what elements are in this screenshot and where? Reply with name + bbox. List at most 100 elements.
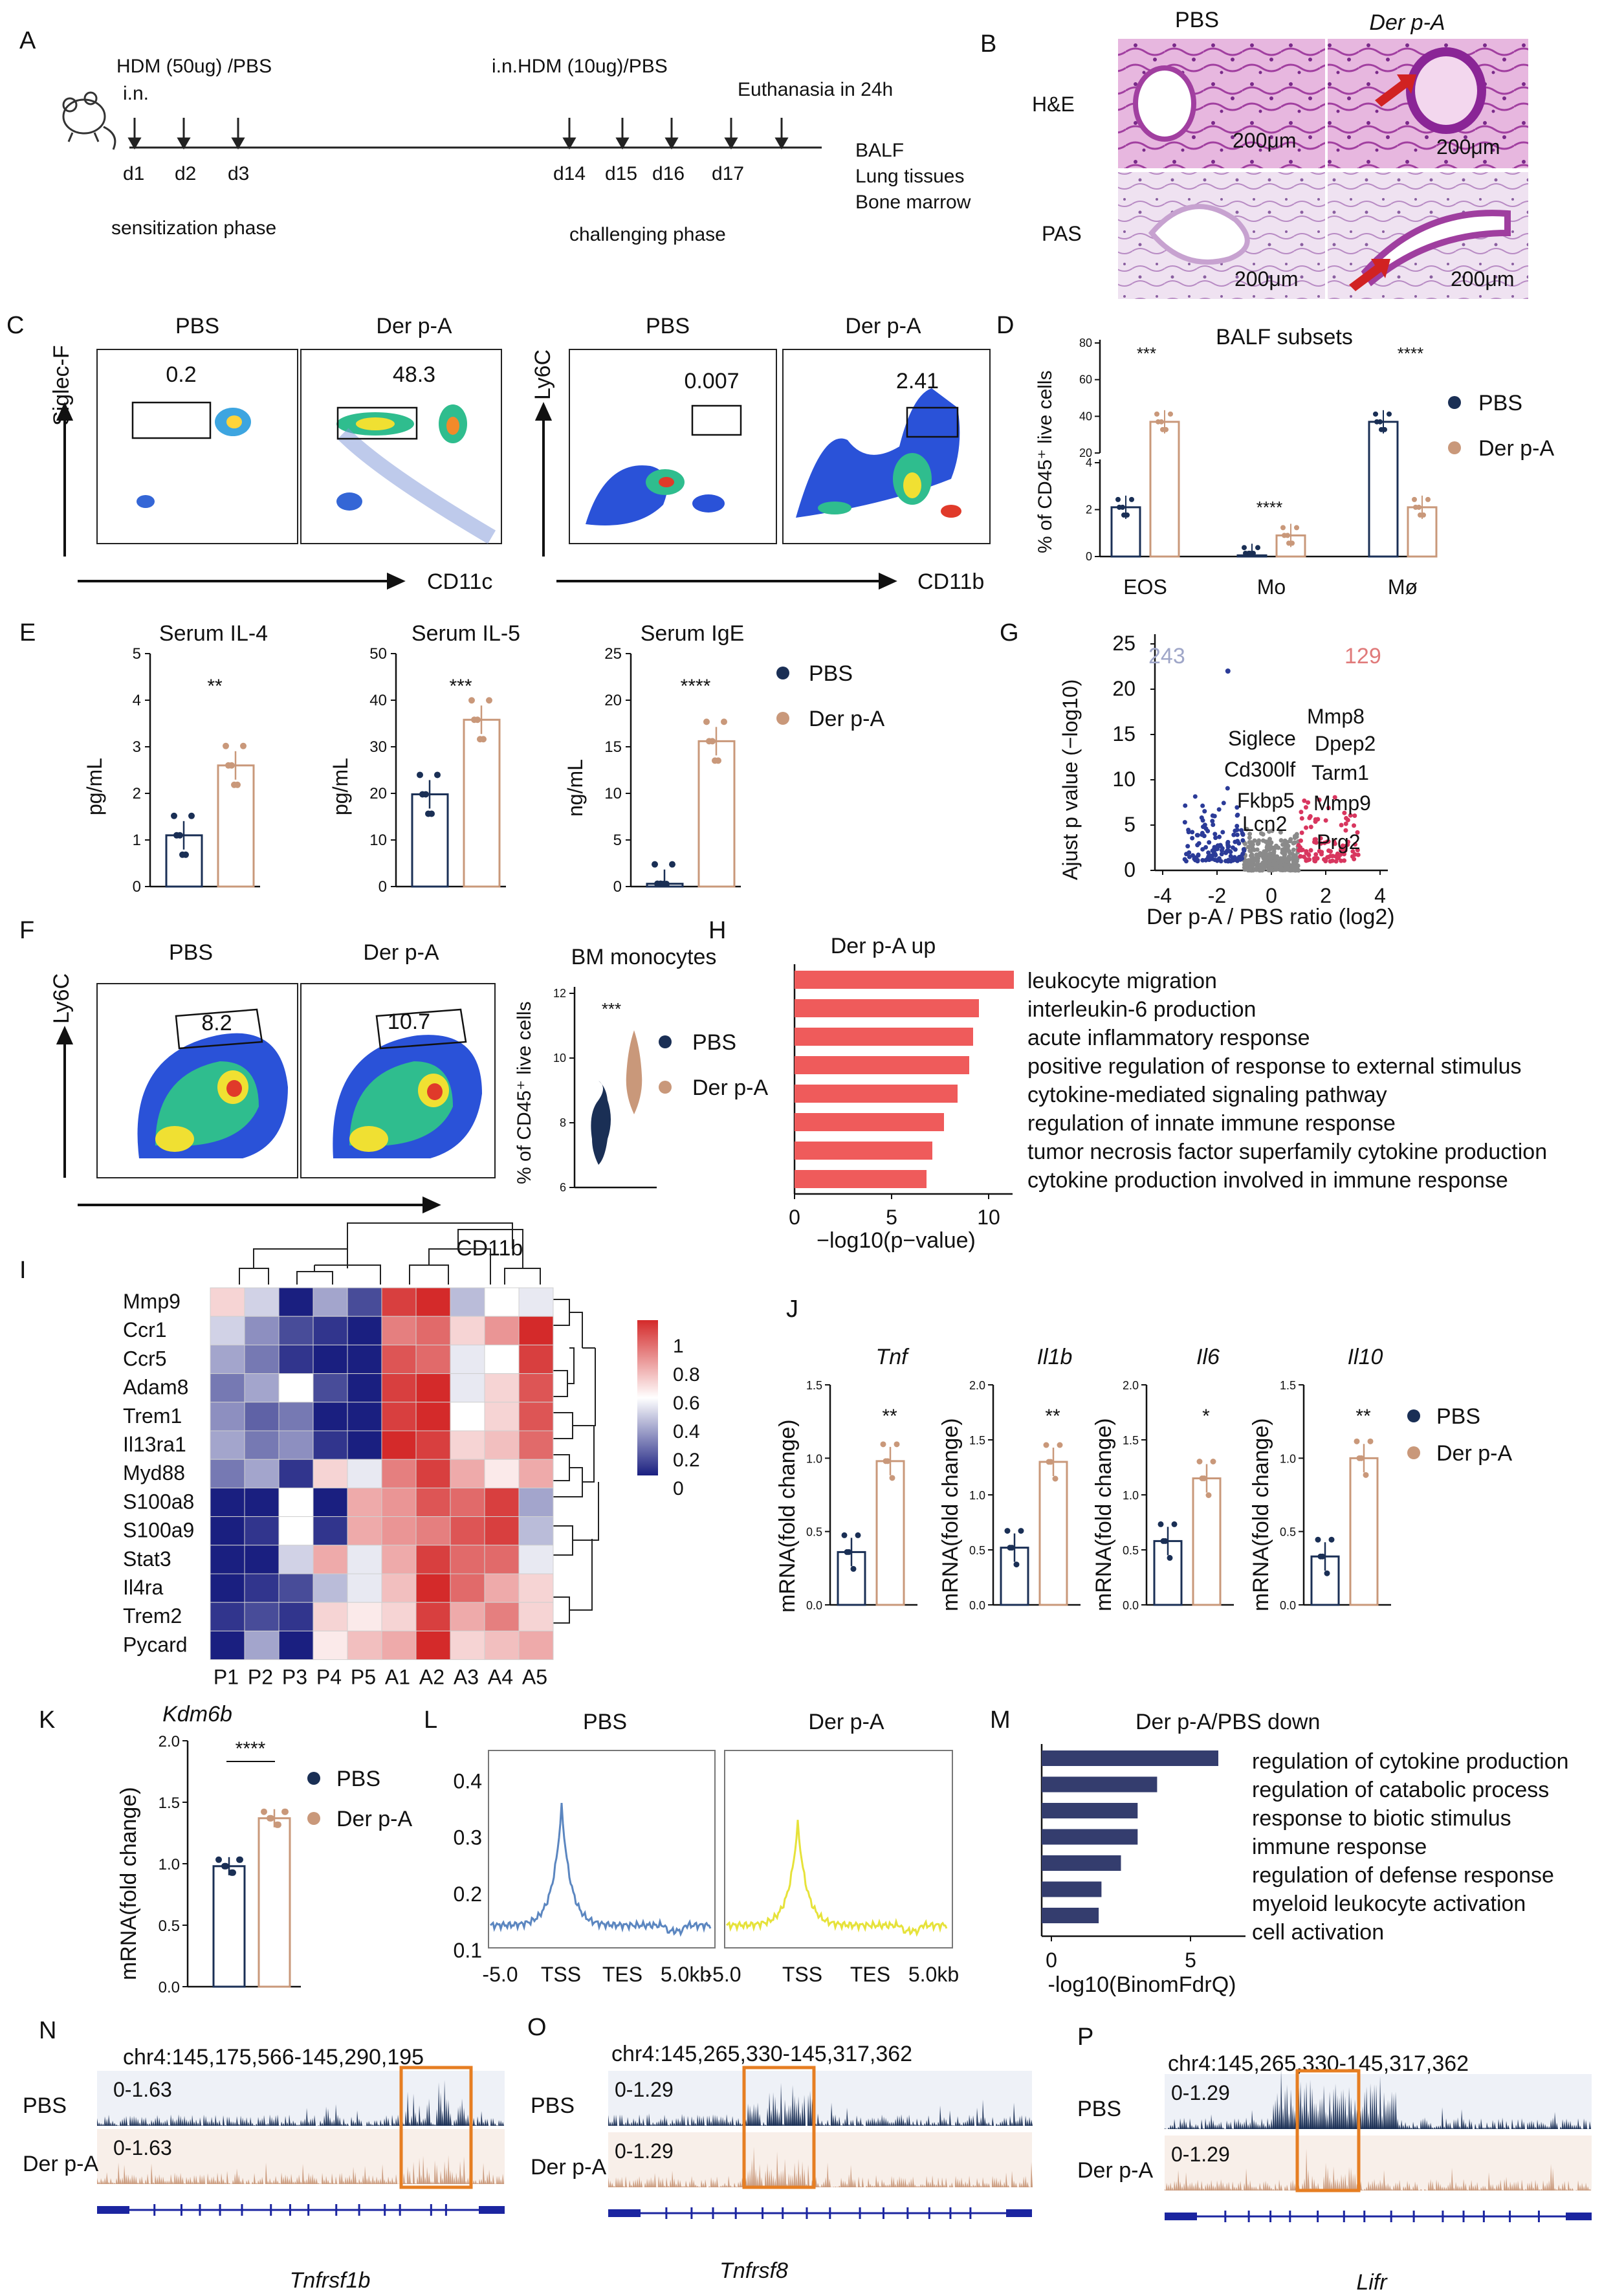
heatmap-cell [278, 1316, 314, 1345]
airway-lumen [1133, 65, 1196, 142]
volcano-point-down [1202, 809, 1207, 814]
heatmap-cell [415, 1316, 451, 1345]
gene-label: Dpep2 [1315, 732, 1376, 755]
x-tick-label: Mo [1257, 575, 1286, 599]
volcano-point-down [1236, 841, 1242, 846]
y-tick-label: 0.5 [969, 1544, 985, 1557]
panel-letter-h: H [708, 917, 726, 944]
panel-letter-c: C [6, 312, 24, 339]
heatmap-cell [278, 1516, 314, 1546]
gene-exon [906, 2207, 909, 2219]
heatmap-cell [278, 1430, 314, 1460]
volcano-point-up [1317, 797, 1322, 802]
legend-label: Der p-A [1478, 436, 1554, 461]
flow-col-header: PBS [169, 940, 213, 965]
legend: PBS Der p-A [1448, 391, 1554, 461]
flow-x-label: CD11b [917, 569, 984, 594]
volcano-point [1267, 842, 1273, 847]
data-point [215, 1856, 222, 1863]
volcano-point-down [1200, 818, 1205, 823]
flow-events [586, 388, 961, 525]
data-point [471, 716, 477, 723]
track-range-label: 0-1.29 [1171, 2081, 1230, 2104]
heatmap-cell [278, 1602, 314, 1631]
panel-letter-n: N [39, 2017, 56, 2044]
data-point [417, 771, 423, 778]
gate-box [691, 404, 742, 436]
down-count: 243 [1148, 644, 1185, 668]
heatmap-cell [313, 1545, 348, 1574]
chart-title: Der p-A/PBS down [1136, 1710, 1320, 1734]
data-point [1367, 1438, 1374, 1444]
volcano-point [1271, 849, 1277, 854]
y-tick-label: 4 [1086, 456, 1092, 469]
flow-axes [56, 1026, 441, 1214]
data-point [188, 812, 195, 819]
y-tick-label: 1.0 [1123, 1489, 1139, 1502]
heatmap-cell [484, 1373, 520, 1403]
data-point [1373, 411, 1378, 417]
row-label: Myd88 [123, 1461, 185, 1485]
heatmap-cell [244, 1487, 280, 1518]
x-ticks: EOS Mo Mø [1123, 575, 1418, 599]
volcano-point-up [1343, 848, 1348, 853]
heatmap-cell [381, 1459, 417, 1488]
y-tick-label: 0.0 [159, 1979, 180, 1996]
red-arrow-icon [1375, 74, 1416, 107]
panel-m-go-down: Der p-A/PBS down regulation of cytokine … [1040, 1710, 1569, 1997]
profile-line-pbs [489, 1803, 712, 1937]
gene-exon [219, 2204, 221, 2216]
volcano-point-down [1210, 813, 1215, 818]
day-label: d2 [175, 163, 196, 184]
volcano-point [1258, 868, 1263, 873]
gene-exon [882, 2207, 884, 2219]
x-tick-label: -5.0 [705, 1963, 741, 1986]
gene-exon [199, 2204, 201, 2216]
volcano-point-up [1339, 847, 1344, 852]
volcano-point [1255, 855, 1260, 860]
volcano-point-up [1332, 795, 1337, 800]
data-point [1286, 540, 1291, 546]
flow-y-label: Ly6C [531, 349, 555, 400]
heatmap-cell [347, 1344, 382, 1374]
gene-exon [690, 2207, 693, 2219]
term-label: regulation of defense response [1252, 1863, 1554, 1888]
y-tick-label: 10 [1112, 767, 1136, 791]
gate-value: 10.7 [388, 1010, 430, 1034]
heatmap-cell [347, 1573, 382, 1603]
y-tick-label: 50 [369, 645, 387, 663]
y-tick-label: 0 [1124, 858, 1136, 881]
volcano-point-up [1305, 857, 1310, 863]
data-point [1057, 1442, 1063, 1448]
gene-exon [859, 2207, 861, 2219]
x-tick-label: Mø [1388, 575, 1418, 599]
legend-label: PBS [1478, 391, 1522, 415]
y-tick-label: 0.5 [806, 1526, 822, 1539]
gene-exon [180, 2204, 182, 2216]
track-row-label: PBS [1077, 2097, 1121, 2121]
gene-label: Prg2 [1317, 830, 1361, 854]
volcano-point [1244, 865, 1249, 870]
gene-title: Kdm6b [162, 1702, 232, 1727]
data-point [1374, 419, 1379, 425]
row-label: Ccr1 [123, 1318, 167, 1341]
gene-exon [1247, 2211, 1250, 2222]
x-tick-label: 5 [886, 1206, 897, 1229]
data-point [889, 1475, 895, 1481]
column-label: P3 [282, 1666, 307, 1689]
x-tick-label: 0 [789, 1206, 800, 1229]
volcano-point [1282, 862, 1288, 867]
heatmap-cell [484, 1344, 520, 1374]
heatmap-cell [381, 1287, 417, 1317]
legend: PBS Der p-A [659, 1030, 768, 1100]
volcano-point [1267, 837, 1272, 842]
heatmap-cell [210, 1573, 245, 1603]
term-label: acute inflammatory response [1027, 1026, 1310, 1050]
heatmap-cell [210, 1459, 245, 1488]
heatmap-cell [484, 1287, 520, 1317]
y-tick-label: 1 [133, 832, 141, 849]
heatmap-cell [450, 1459, 485, 1488]
panel-letter-l: L [424, 1706, 437, 1734]
heatmap-cell [313, 1287, 348, 1317]
heatmap-cell [450, 1573, 485, 1603]
